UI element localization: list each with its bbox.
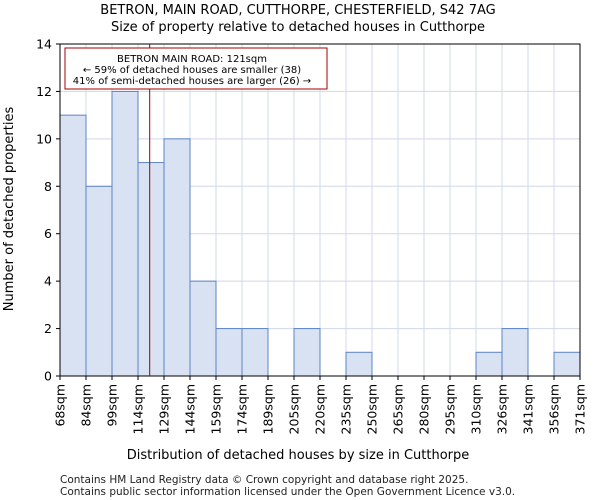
y-tick-label: 4 xyxy=(44,274,52,289)
x-tick-label: 68sqm xyxy=(53,384,68,427)
annotation-frame xyxy=(64,47,328,90)
histogram-bar xyxy=(241,328,269,377)
y-axis-label: Number of detached properties xyxy=(2,107,17,312)
x-axis: 68sqm 84sqm 99sqm 114sqm 129sqm 144sqm 159sqm 1… xyxy=(53,376,588,434)
annotation-line1: BETRON MAIN ROAD: 121sqm xyxy=(117,54,267,65)
histogram-bar xyxy=(345,351,373,377)
histogram-bar xyxy=(85,185,113,377)
x-tick-label: 356sqm xyxy=(547,384,562,434)
chart-title-line1: BETRON, MAIN ROAD, CUTTHORPE, CHESTERFIE… xyxy=(100,3,495,18)
footer-line1: Contains HM Land Registry data © Crown c… xyxy=(60,474,468,486)
histogram-bar xyxy=(111,90,139,377)
y-tick-label: 8 xyxy=(44,179,52,194)
x-tick-label: 114sqm xyxy=(131,384,146,434)
histogram-bar xyxy=(189,280,217,377)
histogram-bar xyxy=(475,351,503,377)
x-tick-label: 371sqm xyxy=(573,384,588,434)
bars xyxy=(59,90,581,377)
x-tick-label: 189sqm xyxy=(261,384,276,434)
x-tick-label: 310sqm xyxy=(469,384,484,434)
x-axis-label: Distribution of detached houses by size … xyxy=(127,448,470,463)
y-tick-label: 12 xyxy=(36,84,52,99)
y-axis: 0 2 4 6 8 10 12 14 xyxy=(36,37,60,384)
x-tick-label: 235sqm xyxy=(339,384,354,434)
x-tick-label: 144sqm xyxy=(183,384,198,434)
x-tick-label: 129sqm xyxy=(157,384,172,434)
chart-title-line2: Size of property relative to detached ho… xyxy=(111,20,485,35)
footer-line2: Contains public sector information licen… xyxy=(60,486,515,498)
x-tick-label: 174sqm xyxy=(235,384,250,434)
y-tick-label: 0 xyxy=(44,369,52,384)
x-tick-label: 159sqm xyxy=(209,384,224,434)
x-tick-label: 99sqm xyxy=(105,384,120,427)
x-tick-label: 326sqm xyxy=(495,384,510,434)
x-tick-label: 341sqm xyxy=(521,384,536,434)
annotation-line3: 41% of semi-detached houses are larger (… xyxy=(73,76,311,87)
y-tick-label: 10 xyxy=(36,131,52,146)
x-tick-label: 220sqm xyxy=(313,384,328,434)
histogram-bar xyxy=(553,351,581,377)
annotation-box: BETRON MAIN ROAD: 121sqm ← 59% of detach… xyxy=(64,47,328,90)
y-tick-label: 2 xyxy=(44,321,52,336)
y-tick-label: 14 xyxy=(36,37,52,52)
histogram-bar xyxy=(501,328,529,377)
histogram-bar xyxy=(293,328,321,377)
histogram-bar xyxy=(163,138,191,377)
histogram-bar xyxy=(59,114,87,377)
x-tick-label: 84sqm xyxy=(79,384,94,427)
x-tick-label: 295sqm xyxy=(443,384,458,434)
histogram-bar xyxy=(215,328,243,377)
y-tick-label: 6 xyxy=(44,226,52,241)
histogram-bar xyxy=(137,162,165,377)
x-tick-label: 280sqm xyxy=(417,384,432,434)
x-tick-label: 265sqm xyxy=(391,384,406,434)
x-tick-label: 205sqm xyxy=(287,384,302,434)
annotation-line2: ← 59% of detached houses are smaller (38… xyxy=(83,65,301,76)
x-tick-label: 250sqm xyxy=(365,384,380,434)
